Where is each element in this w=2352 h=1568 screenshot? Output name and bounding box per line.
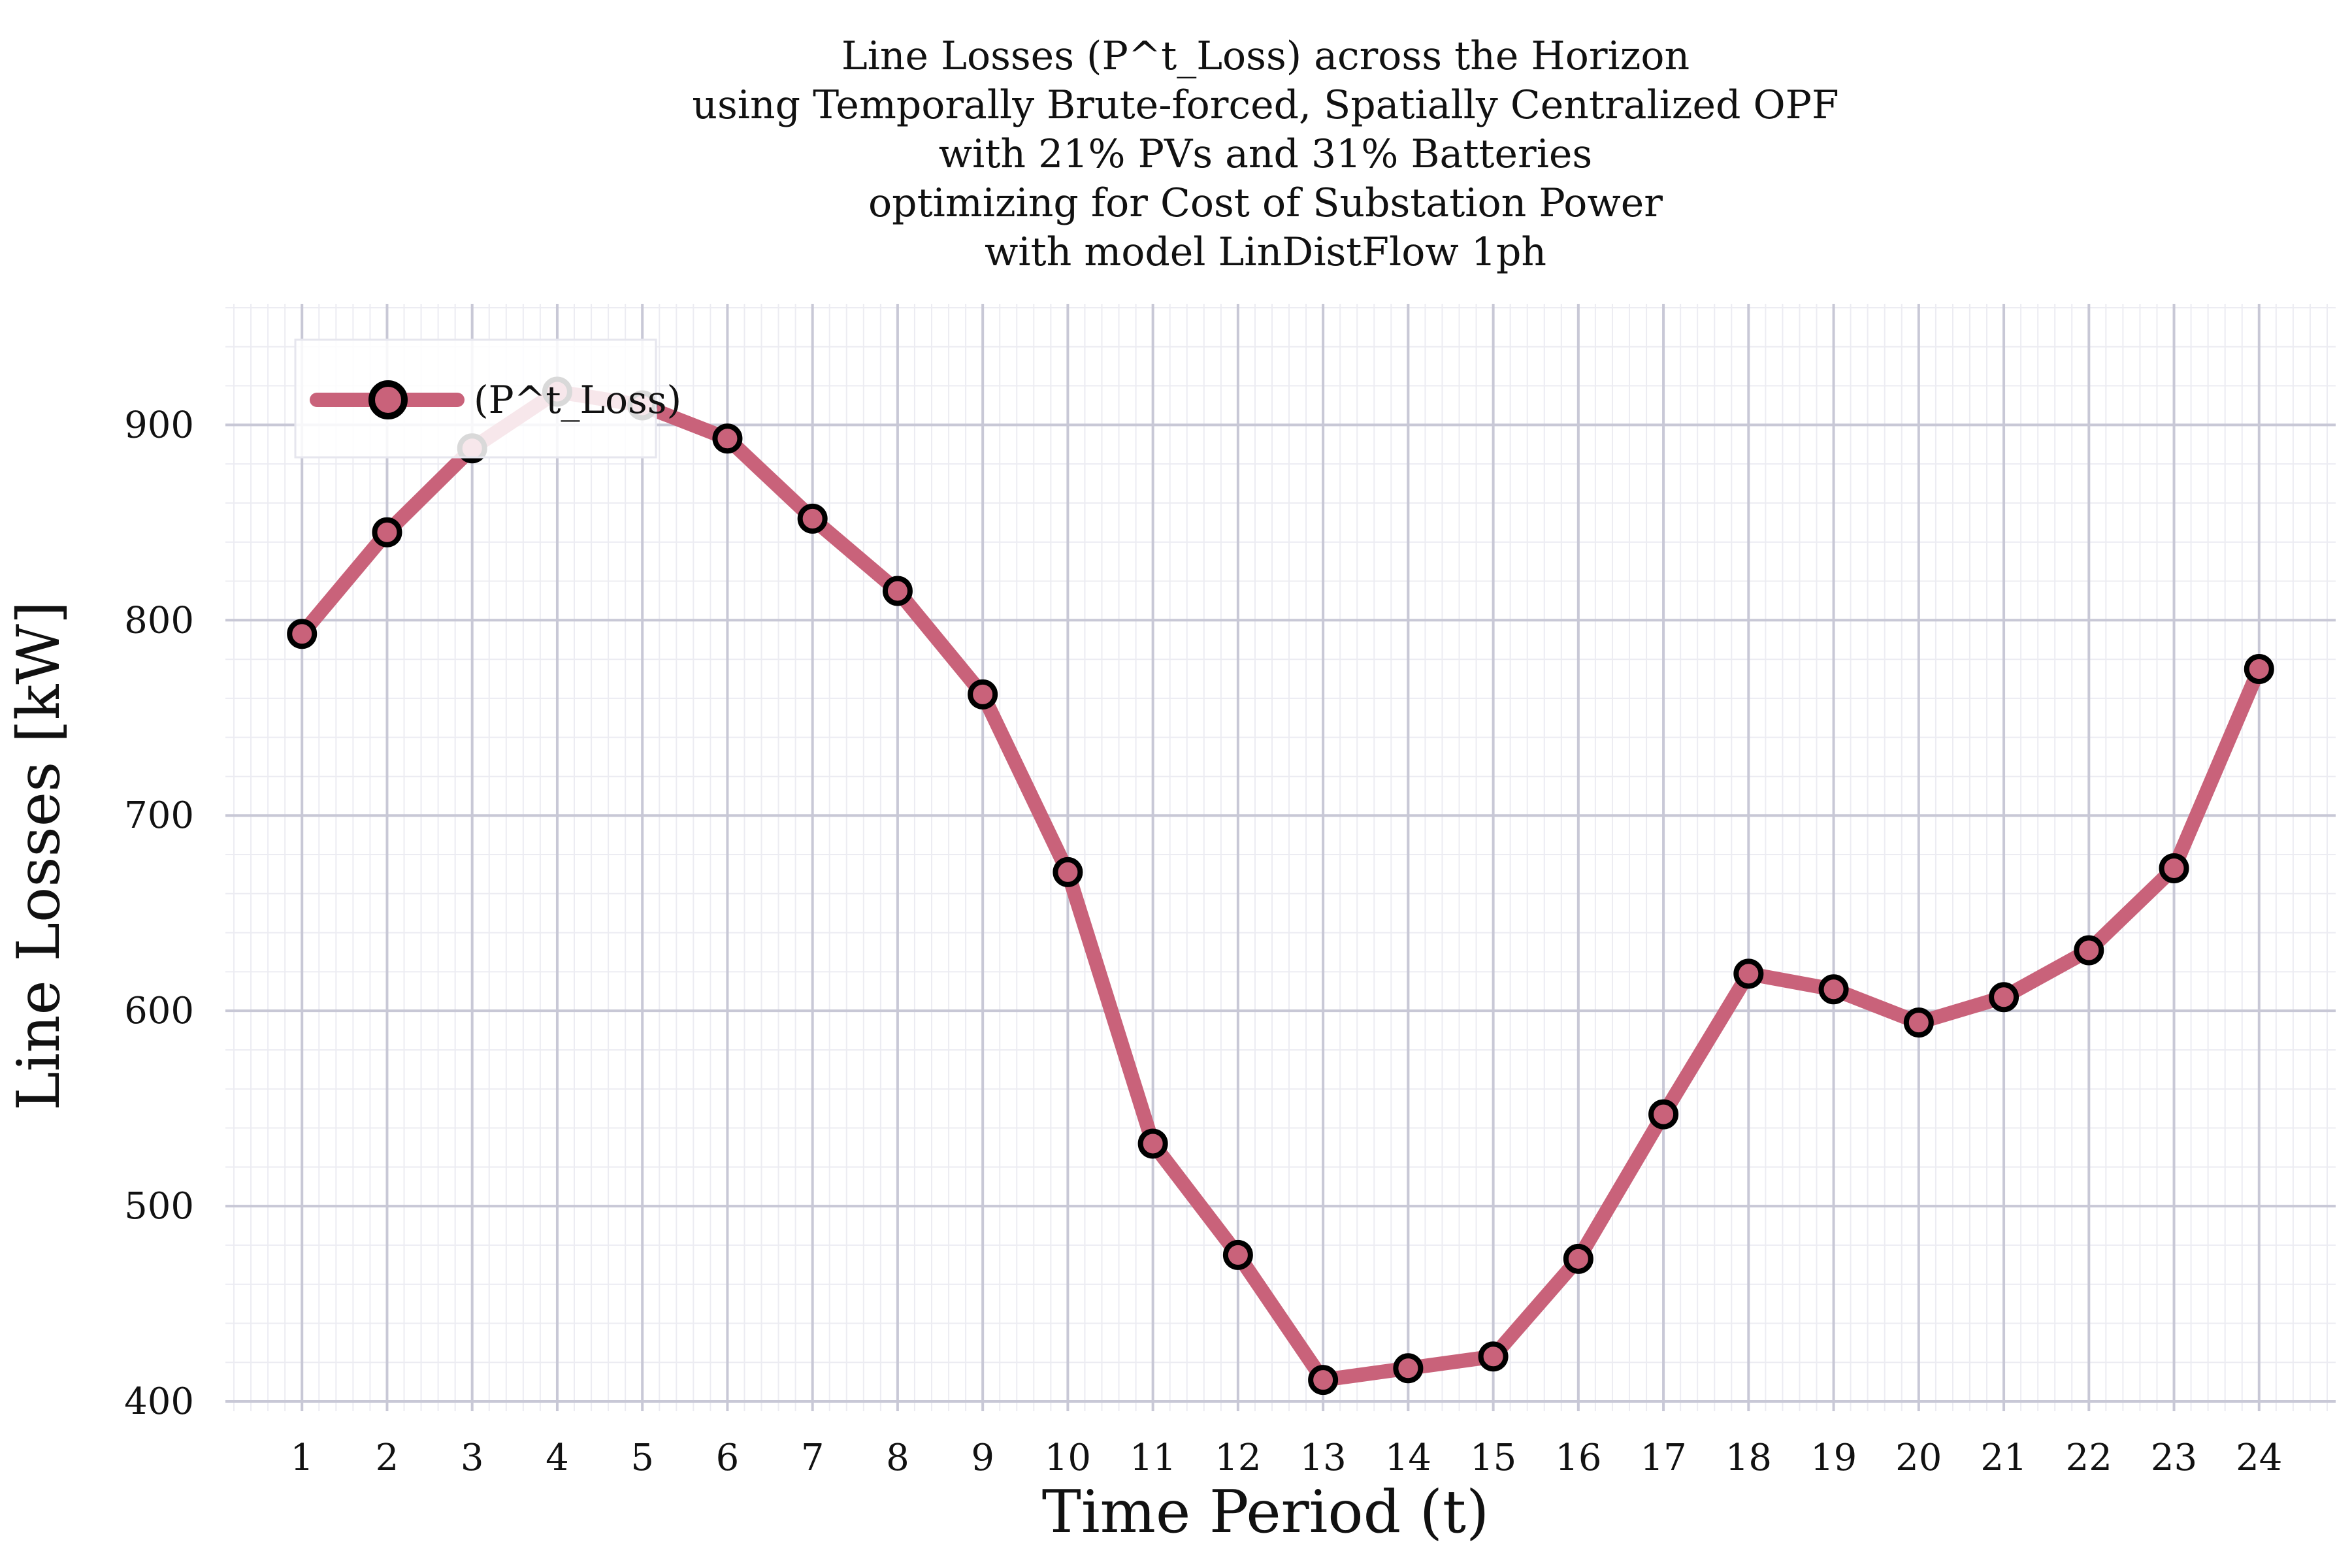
- minor-grid: [225, 304, 2336, 1411]
- x-tick-label: 7: [801, 1437, 825, 1479]
- title-line-4: optimizing for Cost of Substation Power: [868, 180, 1663, 226]
- data-point: [1818, 974, 1849, 1005]
- x-tick-label: 19: [1810, 1437, 1857, 1479]
- x-tick-label: 24: [2236, 1437, 2282, 1479]
- x-tick-label: 8: [886, 1437, 909, 1479]
- y-tick-label: 800: [124, 599, 194, 642]
- x-tick-label: 16: [1555, 1437, 1601, 1479]
- data-point: [1393, 1353, 1424, 1384]
- x-tick-label: 11: [1130, 1437, 1176, 1479]
- data-point: [372, 517, 402, 547]
- data-point: [1222, 1239, 1253, 1270]
- x-tick-label: 5: [630, 1437, 654, 1479]
- y-axis-label: Line Losses [kW]: [5, 601, 73, 1111]
- chart-title: Line Losses (P^t_Loss) across the Horizo…: [692, 33, 1838, 275]
- data-point: [1733, 958, 1764, 989]
- legend-marker-sample: [368, 380, 408, 419]
- x-tick-label: 22: [2066, 1437, 2112, 1479]
- data-point: [1137, 1128, 1168, 1159]
- x-tick-label: 15: [1470, 1437, 1516, 1479]
- x-tick-label: 12: [1215, 1437, 1261, 1479]
- y-tick-label: 700: [124, 794, 194, 837]
- y-tick-label: 500: [124, 1185, 194, 1228]
- title-line-2: using Temporally Brute-forced, Spatially…: [692, 82, 1838, 128]
- data-point: [1648, 1099, 1679, 1130]
- data-point: [1563, 1243, 1593, 1274]
- data-point: [1989, 982, 2019, 1013]
- data-point: [1053, 857, 1083, 887]
- data-point: [712, 423, 743, 454]
- y-tick-label: 900: [124, 404, 194, 446]
- x-tick-label: 14: [1385, 1437, 1431, 1479]
- x-tick-label: 23: [2151, 1437, 2197, 1479]
- y-tick-label: 600: [124, 990, 194, 1032]
- title-line-3: with 21% PVs and 31% Batteries: [939, 131, 1592, 177]
- legend: (P^t_Loss): [294, 338, 681, 459]
- title-line-1: Line Losses (P^t_Loss) across the Horizo…: [841, 33, 1690, 79]
- x-tick-label: 3: [461, 1437, 484, 1479]
- legend-label: (P^t_Loss): [474, 378, 681, 422]
- y-tick-label: 400: [124, 1380, 194, 1423]
- x-tick-label: 10: [1045, 1437, 1091, 1479]
- data-point: [797, 503, 828, 534]
- x-axis-label: Time Period (t): [1042, 1478, 1489, 1546]
- x-tick-label: 13: [1299, 1437, 1346, 1479]
- data-point: [882, 576, 913, 606]
- series-line: [295, 384, 2266, 1388]
- x-tick-label: 1: [290, 1437, 314, 1479]
- data-point: [2074, 935, 2104, 966]
- x-tick-label: 18: [1725, 1437, 1772, 1479]
- data-point: [2159, 853, 2189, 883]
- x-tick-label: 20: [1895, 1437, 1942, 1479]
- x-tick-label: 21: [1980, 1437, 2027, 1479]
- x-tick-label: 17: [1640, 1437, 1686, 1479]
- data-point: [1478, 1341, 1509, 1372]
- data-point: [2244, 654, 2274, 685]
- series-layer: [287, 376, 2274, 1396]
- y-tick-labels: 400 500 600 700 800 900: [124, 404, 194, 1423]
- data-point: [968, 679, 998, 710]
- x-tick-label: 4: [546, 1437, 569, 1479]
- data-point: [1903, 1007, 1934, 1038]
- title-line-5: with model LinDistFlow 1ph: [985, 229, 1546, 275]
- data-point: [1308, 1365, 1339, 1396]
- x-tick-labels: 1 2 3 4 5 6 7 8 9 10 11 12 13 14 15 16 17 18 19 20 21 22 23 24: [290, 1437, 2282, 1479]
- data-point: [287, 619, 318, 649]
- x-tick-label: 6: [716, 1437, 740, 1479]
- x-tick-label: 2: [376, 1437, 399, 1479]
- x-tick-label: 9: [971, 1437, 994, 1479]
